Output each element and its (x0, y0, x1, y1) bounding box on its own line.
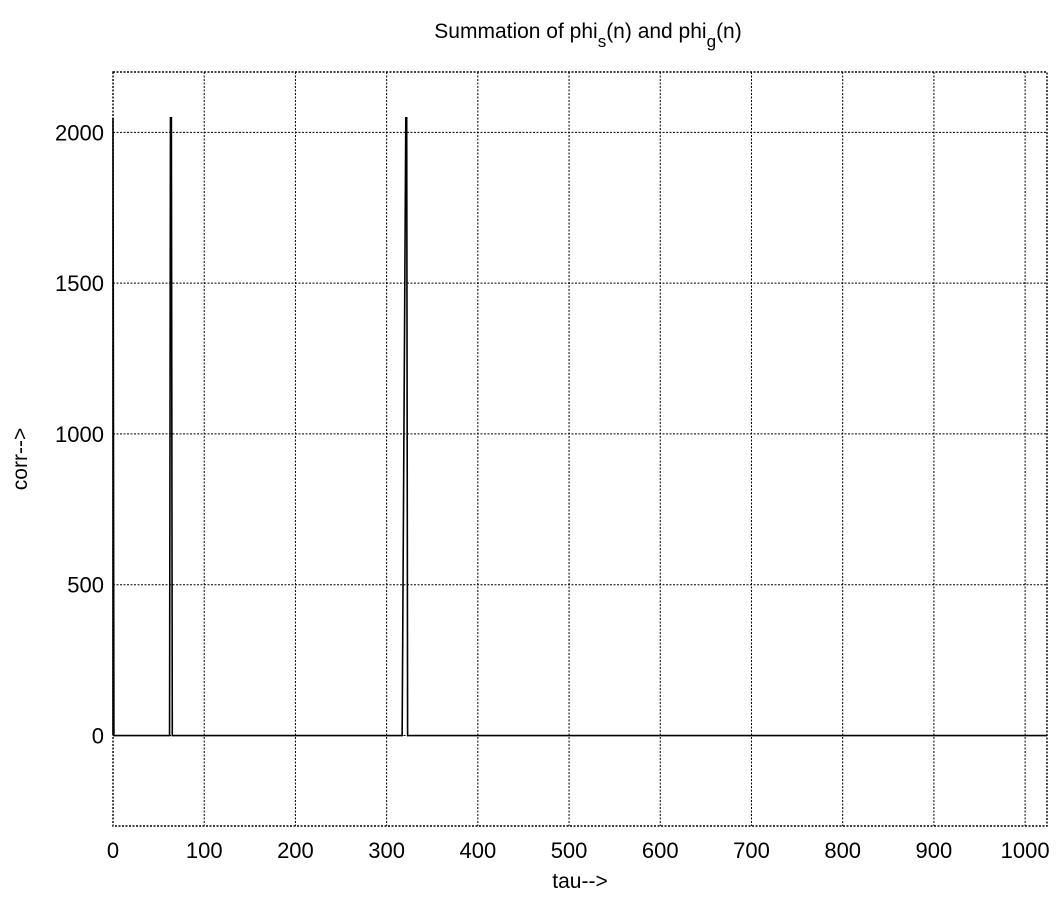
x-tick-label: 0 (107, 838, 119, 863)
title-subscript-s: s (598, 32, 607, 51)
x-tick-label: 400 (459, 838, 496, 863)
y-tick-label: 1000 (55, 422, 104, 447)
x-tick-label: 600 (642, 838, 679, 863)
chart-title: Summation of phis(n) and phig(n) (434, 20, 741, 51)
y-tick-labels: 0 500 1000 1500 2000 (55, 120, 104, 748)
y-tick-label: 0 (92, 724, 104, 749)
x-tick-label: 900 (916, 838, 953, 863)
title-subscript-g: g (707, 32, 716, 51)
x-tick-label: 200 (277, 838, 314, 863)
x-tick-label: 700 (733, 838, 770, 863)
x-tick-label: 1000 (1001, 838, 1050, 863)
y-tick-label: 1500 (55, 271, 104, 296)
title-prefix: Summation of phi (434, 20, 597, 43)
title-suffix: (n) (716, 20, 742, 43)
x-tick-label: 300 (368, 838, 405, 863)
x-tick-label: 800 (824, 838, 861, 863)
grid (112, 72, 1047, 826)
x-tick-label: 500 (551, 838, 588, 863)
x-tick-label: 100 (186, 838, 223, 863)
plot-frame (112, 71, 1048, 827)
y-axis-label: corr--> (9, 428, 32, 490)
plot-area (112, 117, 1047, 737)
x-axis-label: tau--> (552, 870, 607, 893)
y-tick-label: 2000 (55, 120, 104, 145)
y-tick-label: 500 (67, 573, 104, 598)
x-tick-labels: 0 100 200 300 400 500 600 700 800 900 1000 (107, 838, 1050, 863)
title-middle: (n) and phi (606, 20, 706, 43)
series-line (112, 117, 1047, 737)
